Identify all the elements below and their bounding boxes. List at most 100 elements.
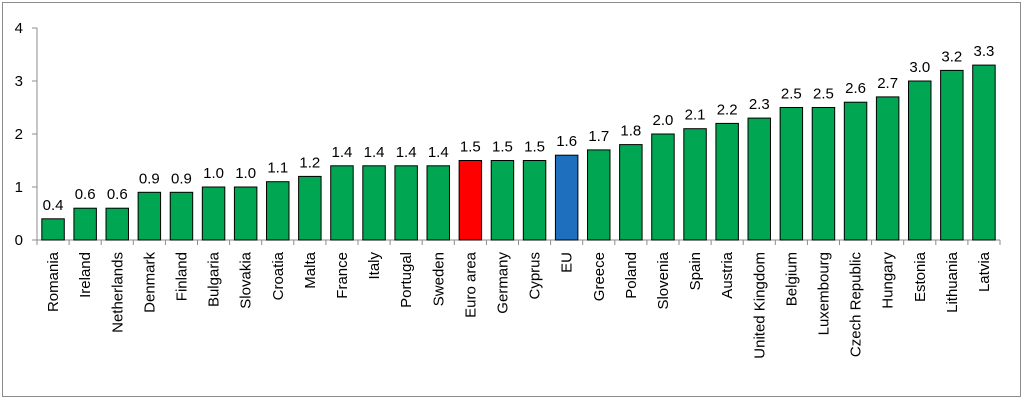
category-label: Austria (719, 251, 736, 298)
data-label: 2.6 (845, 80, 866, 97)
bar (233, 186, 258, 241)
bar (972, 64, 996, 241)
category-label: Malta (302, 251, 319, 288)
bar (330, 165, 354, 241)
category-label: Bulgaria (206, 251, 223, 307)
data-labels: 0.4 0.6 0.6 0.9 0.9 1.0 1.0 1.1 1.2 1.4 1.4 1.4 1.4 1… (43, 43, 995, 214)
bar (908, 80, 932, 241)
data-label: 1.8 (620, 123, 641, 140)
category-label: Czech Republic (848, 252, 865, 358)
data-label: 0.9 (171, 170, 192, 187)
bar (362, 165, 386, 241)
y-tick-label: 3 (15, 73, 23, 90)
bar (715, 122, 739, 241)
category-label: Poland (623, 252, 640, 299)
data-label: 1.6 (556, 133, 577, 150)
category-label: Estonia (912, 251, 929, 302)
category-label: Hungary (880, 252, 897, 309)
category-label: France (334, 252, 351, 299)
data-label: 1.4 (396, 144, 417, 161)
y-tick-label: 1 (15, 179, 23, 196)
data-label: 0.6 (107, 186, 128, 203)
category-label: Spain (687, 252, 704, 290)
bar (426, 165, 450, 241)
category-label: Slovenia (655, 251, 672, 309)
bar (105, 207, 129, 241)
category-label: EU (559, 252, 576, 273)
data-label: 2.5 (813, 86, 834, 103)
data-label: 1.5 (492, 139, 513, 156)
data-label: 1.4 (332, 144, 353, 161)
data-label: 1.2 (299, 154, 320, 171)
category-label: Lithuania (944, 251, 961, 313)
category-label: Ireland (77, 252, 94, 298)
category-label: Germany (494, 252, 511, 314)
data-label: 1.0 (203, 165, 224, 182)
bar (41, 218, 65, 241)
category-label: Cyprus (527, 252, 544, 300)
y-tick-label: 4 (15, 20, 23, 37)
bar (940, 69, 964, 241)
category-label: Luxembourg (815, 252, 832, 335)
data-label: 0.9 (139, 170, 160, 187)
bar (779, 107, 804, 241)
bar (201, 186, 226, 241)
bar (811, 107, 836, 241)
category-label: Netherlands (109, 252, 126, 333)
bar (394, 165, 418, 241)
data-label: 1.4 (428, 144, 449, 161)
data-label: 2.2 (717, 101, 738, 118)
axes: 0 1 2 3 4 (15, 20, 1001, 249)
bar (298, 175, 322, 241)
data-label: 3.2 (941, 48, 962, 65)
data-label: 1.4 (364, 144, 385, 161)
bar (587, 149, 611, 241)
category-label: Belgium (783, 252, 800, 306)
category-label: Euro area (462, 251, 479, 318)
bar (522, 160, 547, 241)
category-label: Greece (591, 252, 608, 301)
bar (490, 160, 515, 241)
bar (73, 207, 97, 241)
data-label: 1.7 (588, 128, 609, 145)
category-label: Latvia (976, 251, 993, 292)
data-label: 1.0 (235, 165, 256, 182)
data-label: 3.3 (974, 43, 995, 60)
data-label: 3.0 (909, 59, 930, 76)
category-label: Croatia (270, 251, 287, 300)
bar (458, 160, 483, 241)
bar (843, 101, 868, 241)
data-label: 0.6 (75, 186, 96, 203)
category-label: Romania (45, 251, 62, 312)
category-label: Slovakia (238, 251, 255, 308)
bar (554, 154, 579, 241)
bars (41, 64, 996, 241)
bar (747, 117, 771, 241)
bar (619, 144, 643, 241)
bar (683, 128, 707, 241)
category-label: United Kingdom (751, 252, 768, 359)
category-label: Sweden (430, 252, 447, 306)
category-label: Italy (366, 252, 383, 280)
bar (169, 191, 194, 241)
bar (137, 191, 162, 241)
category-labels: Romania Ireland Netherlands Denmark Finland B… (45, 251, 993, 358)
data-label: 2.7 (877, 75, 898, 92)
bar (875, 96, 900, 241)
data-label: 2.1 (685, 107, 706, 124)
category-label: Portugal (398, 252, 415, 308)
data-label: 2.3 (749, 96, 770, 113)
data-label: 1.1 (267, 160, 288, 177)
y-tick-label: 0 (15, 232, 23, 249)
data-label: 2.0 (653, 112, 674, 129)
bar (651, 133, 675, 241)
bar (266, 181, 290, 241)
y-tick-label: 2 (15, 126, 23, 143)
category-label: Finland (173, 252, 190, 301)
data-label: 2.5 (781, 86, 802, 103)
data-label: 0.4 (43, 197, 64, 214)
data-label: 1.5 (524, 139, 545, 156)
category-label: Denmark (141, 252, 158, 313)
data-label: 1.5 (460, 139, 481, 156)
